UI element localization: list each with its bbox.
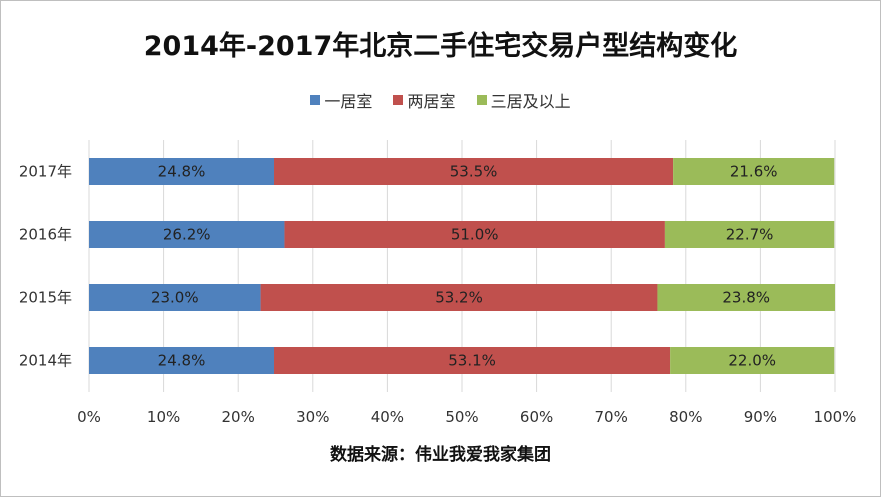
data-label: 21.6% <box>730 163 778 181</box>
legend-swatch-two-bedroom <box>393 95 404 105</box>
y-tick-label: 2015年 <box>19 289 72 307</box>
data-label: 24.8% <box>158 163 206 181</box>
data-label: 23.0% <box>151 289 199 307</box>
chart-legend: 一居室 两居室 三居及以上 <box>0 88 881 112</box>
x-tick-label: 70% <box>595 408 628 426</box>
bar-segment <box>89 158 275 185</box>
bar-segment <box>284 221 665 248</box>
x-tick-label: 50% <box>445 408 478 426</box>
x-tick-label: 90% <box>744 408 777 426</box>
bar-segment <box>89 284 261 311</box>
bar-segment <box>664 221 835 248</box>
x-tick-label: 60% <box>520 408 553 426</box>
legend-swatch-one-bedroom <box>310 95 321 105</box>
legend-label-two-bedroom: 两居室 <box>407 92 456 111</box>
x-tick-label: 20% <box>222 408 255 426</box>
bar-segment <box>670 347 835 374</box>
bar-segment <box>89 347 275 374</box>
legend-label-three-bedroom-plus: 三居及以上 <box>490 92 571 111</box>
data-label: 22.7% <box>726 226 774 244</box>
legend-item-three-bedroom-plus: 三居及以上 <box>476 88 571 112</box>
legend-item-two-bedroom: 两居室 <box>393 88 456 112</box>
legend-item-one-bedroom: 一居室 <box>310 88 372 112</box>
source-note: 数据来源：伟业我爱我家集团 <box>330 445 551 465</box>
data-label: 53.5% <box>450 163 498 181</box>
data-label: 26.2% <box>163 226 211 244</box>
bar-segment <box>657 284 835 311</box>
bar-segment <box>673 158 835 185</box>
legend-label-one-bedroom: 一居室 <box>324 92 373 111</box>
x-tick-label: 100% <box>814 408 857 426</box>
x-tick-label: 80% <box>669 408 702 426</box>
bar-segment <box>274 158 674 185</box>
y-tick-label: 2016年 <box>19 226 72 244</box>
data-label: 51.0% <box>451 226 499 244</box>
bar-segment <box>89 221 285 248</box>
chart-title: 2014年-2017年北京二手住宅交易户型结构变化 <box>143 31 738 62</box>
y-tick-label: 2014年 <box>19 352 72 370</box>
data-label: 53.2% <box>435 289 483 307</box>
bar-segment <box>260 284 658 311</box>
x-tick-label: 0% <box>77 408 101 426</box>
data-label: 22.0% <box>728 352 776 370</box>
bar-segment <box>274 347 671 374</box>
data-label: 23.8% <box>722 289 770 307</box>
y-tick-label: 2017年 <box>19 163 72 181</box>
legend-swatch-three-bedroom-plus <box>476 95 487 105</box>
data-label: 53.1% <box>448 352 496 370</box>
x-tick-label: 40% <box>371 408 404 426</box>
x-tick-label: 30% <box>296 408 329 426</box>
data-label: 24.8% <box>158 352 206 370</box>
x-tick-label: 10% <box>147 408 180 426</box>
